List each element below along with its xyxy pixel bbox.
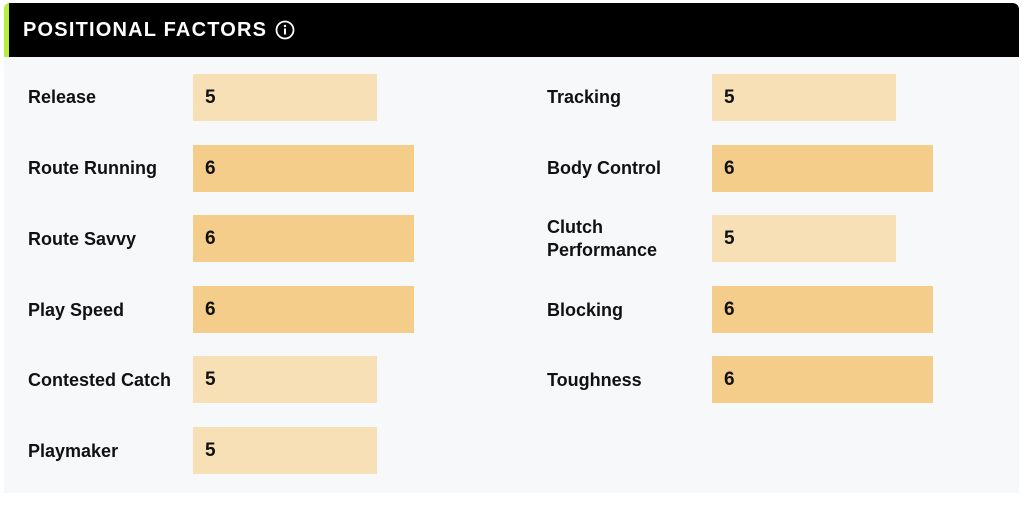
factor-bar-clutch-performance: 5 — [712, 215, 896, 262]
factor-bar-route-running: 6 — [193, 145, 414, 192]
factor-bar-toughness: 6 — [712, 356, 933, 403]
factor-value: 5 — [205, 87, 216, 108]
factor-bar-tracking: 5 — [712, 74, 896, 121]
factor-value: 6 — [724, 299, 735, 320]
section-title: POSITIONAL FACTORS — [23, 19, 268, 41]
factor-value: 5 — [724, 87, 735, 108]
factor-bar-route-savvy: 6 — [193, 215, 414, 262]
factor-value: 6 — [724, 158, 735, 179]
factor-value: 6 — [724, 369, 735, 390]
factor-value: 6 — [205, 299, 216, 320]
factor-label-route-savvy: Route Savvy — [28, 229, 137, 249]
factor-value: 6 — [205, 228, 216, 249]
factor-bar-release: 5 — [193, 74, 377, 121]
info-circle-icon[interactable] — [275, 20, 295, 40]
factor-label-release: Release — [28, 87, 97, 107]
header-accent-stripe — [4, 3, 9, 57]
factor-value: 5 — [205, 440, 216, 461]
factor-label-tracking: Tracking — [547, 87, 622, 107]
factor-label-blocking: Blocking — [547, 300, 624, 320]
factor-label-route-running: Route Running — [28, 158, 157, 178]
factor-label-play-speed: Play Speed — [28, 300, 125, 320]
factor-bar-blocking: 6 — [712, 286, 933, 333]
factor-bar-body-control: 6 — [712, 145, 933, 192]
factor-label-contested-catch: Contested Catch — [28, 370, 172, 390]
section-header: POSITIONAL FACTORS — [4, 3, 1019, 57]
factor-value: 5 — [724, 228, 735, 249]
positional-factors-card: POSITIONAL FACTORS Release 5 Route Runni… — [4, 3, 1019, 493]
factor-bar-contested-catch: 5 — [193, 356, 377, 403]
factor-label-playmaker: Playmaker — [28, 441, 119, 461]
factor-value: 6 — [205, 158, 216, 179]
factor-label-toughness: Toughness — [547, 370, 642, 390]
factor-label-body-control: Body Control — [547, 158, 661, 178]
factor-bar-playmaker: 5 — [193, 427, 377, 474]
factor-label-clutch-performance: Clutch Performance — [547, 217, 658, 260]
factor-value: 5 — [205, 369, 216, 390]
factor-bar-play-speed: 6 — [193, 286, 414, 333]
